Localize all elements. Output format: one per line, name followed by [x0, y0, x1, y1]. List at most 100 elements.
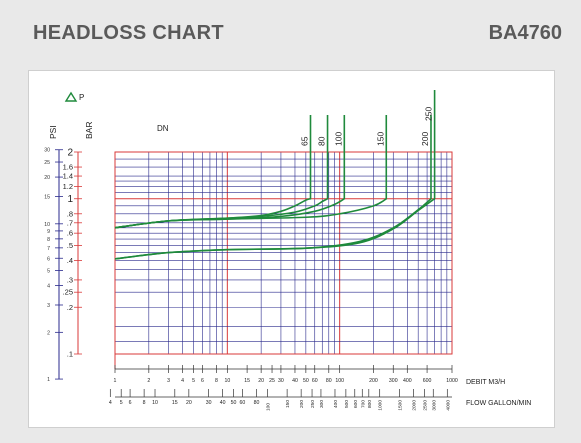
- curve-label-200: 200: [420, 132, 430, 146]
- left-axes: 30 25 20 15 109 8 7 6 5 4 3 2 1 2 1.61.41.2 1 .8.7 .6 .5 .4…: [44, 91, 94, 383]
- bar-tick-label: 1.6: [63, 163, 73, 172]
- flow-tick-label: 100: [265, 403, 271, 411]
- bar-tick-label: 2: [67, 148, 73, 159]
- flow-tick-label: 150: [285, 400, 291, 408]
- dn-label: DN: [157, 124, 169, 133]
- bar-tick-label: .8: [67, 209, 73, 218]
- curve-label-100: 100: [333, 132, 343, 146]
- flow-tick-label: 15: [172, 400, 178, 406]
- flow-tick-label: 4000: [445, 400, 451, 411]
- debit-tick-label: 60: [312, 378, 318, 384]
- bar-tick-label: 1: [67, 194, 73, 205]
- bottom-axes: 1 2 3 4 5 6 8 10 15 20 25 30 40 50 60 80 100 200 300 400 600…: [109, 354, 531, 411]
- psi-tick-label: 20: [44, 175, 50, 181]
- flow-tick-label: 300: [319, 400, 325, 408]
- curve-label-65: 65: [300, 136, 310, 146]
- flow-tick-label: 4: [109, 400, 112, 406]
- bar-tick-label: .1: [67, 350, 73, 359]
- psi-tick-label: 30: [44, 148, 50, 154]
- debit-tick-label: 20: [258, 378, 264, 384]
- debit-tick-label: 8: [215, 378, 218, 384]
- psi-tick-label: 9: [47, 229, 50, 235]
- debit-tick-label: 3: [167, 378, 170, 384]
- debit-tick-label: 200: [369, 378, 378, 384]
- debit-tick-label: 1000: [446, 378, 458, 384]
- debit-tick-label: 10: [224, 378, 230, 384]
- psi-tick-label: 6: [47, 256, 50, 262]
- debit-tick-label: 15: [244, 378, 250, 384]
- chart-frame: [114, 151, 453, 355]
- flow-tick-label: 60: [240, 400, 246, 406]
- debit-tick-label: 2: [147, 378, 150, 384]
- flow-tick-label: 20: [186, 400, 192, 406]
- bar-tick-label: .2: [67, 303, 73, 312]
- debit-tick-label: 600: [423, 378, 432, 384]
- flow-tick-label: 6: [129, 400, 132, 406]
- debit-tick-label: 6: [201, 378, 204, 384]
- bar-tick-label: 1.4: [63, 172, 73, 181]
- debit-tick-label: 400: [403, 378, 412, 384]
- flow-tick-label: 5: [120, 400, 123, 406]
- flow-tick-label: 500: [344, 400, 350, 408]
- flow-tick-label: 10: [152, 400, 158, 406]
- header: HEADLOSS CHART BA4760: [0, 0, 581, 64]
- delta-p-label: P: [79, 93, 84, 102]
- psi-tick-label: 5: [47, 269, 50, 275]
- chart-curves: [114, 90, 436, 260]
- bar-axis-label: BAR: [84, 122, 94, 139]
- debit-tick-label: 100: [335, 378, 344, 384]
- psi-tick-label: 8: [47, 237, 50, 243]
- psi-tick-label: 7: [47, 246, 50, 252]
- chart-grid: [114, 151, 453, 355]
- debit-tick-label: 300: [389, 378, 398, 384]
- debit-tick-label: 80: [326, 378, 332, 384]
- flow-tick-label: 50: [231, 400, 237, 406]
- delta-icon: [64, 91, 78, 102]
- flow-tick-label: 600: [353, 400, 359, 408]
- flow-tick-label: 80: [254, 400, 260, 406]
- bar-tick-label: .5: [67, 241, 73, 250]
- debit-tick-label: 50: [303, 378, 309, 384]
- psi-tick-label: 25: [44, 160, 50, 166]
- flow-tick-label: 250: [310, 400, 316, 408]
- debit-tick-label: 4: [181, 378, 184, 384]
- bar-tick-label: 1.2: [63, 182, 73, 191]
- flow-tick-label: 1500: [397, 400, 403, 411]
- flow-tick-label: 700: [360, 400, 366, 408]
- flow-tick-label: 8: [143, 400, 146, 406]
- page-title: HEADLOSS CHART: [33, 22, 224, 44]
- flow-tick-label: 3000: [431, 400, 437, 411]
- curve-label-250: 250: [424, 107, 434, 121]
- psi-tick-label: 3: [47, 303, 50, 309]
- debit-tick-label: 5: [192, 378, 195, 384]
- flow-tick-label: 200: [299, 400, 305, 408]
- flow-tick-label: 400: [333, 400, 339, 408]
- curve-label-80: 80: [317, 136, 327, 146]
- bar-tick-label: .25: [63, 288, 73, 297]
- debit-axis-label: DEBIT M3/H: [466, 379, 505, 386]
- curve-dn-80: [114, 115, 329, 229]
- debit-tick-label: 25: [269, 378, 275, 384]
- bar-tick-label: .3: [67, 275, 73, 284]
- debit-tick-label: 1: [114, 378, 117, 384]
- psi-tick-label: 4: [47, 284, 50, 290]
- flow-tick-label: 2500: [422, 400, 428, 411]
- psi-tick-label: 10: [44, 222, 50, 228]
- psi-axis-label: PSI: [48, 125, 58, 139]
- psi-tick-label: 1: [47, 377, 50, 383]
- debit-tick-label: 30: [278, 378, 284, 384]
- curve-label-150: 150: [375, 132, 385, 146]
- flow-tick-label: 1000: [378, 400, 384, 411]
- flow-tick-label: 800: [367, 400, 373, 408]
- chart-labels: DN 65 80 100 150 200 250: [157, 107, 434, 146]
- curve-dn-150: [114, 115, 388, 229]
- psi-tick-label: 15: [44, 194, 50, 200]
- bar-tick-label: .6: [67, 229, 73, 238]
- flow-tick-label: 40: [220, 400, 226, 406]
- debit-tick-label: 40: [292, 378, 298, 384]
- flow-axis-label: FLOW GALLON/MIN: [466, 400, 531, 407]
- product-code: BA4760: [488, 22, 562, 44]
- bar-tick-label: .4: [67, 256, 73, 265]
- curve-dn-250: [114, 90, 436, 260]
